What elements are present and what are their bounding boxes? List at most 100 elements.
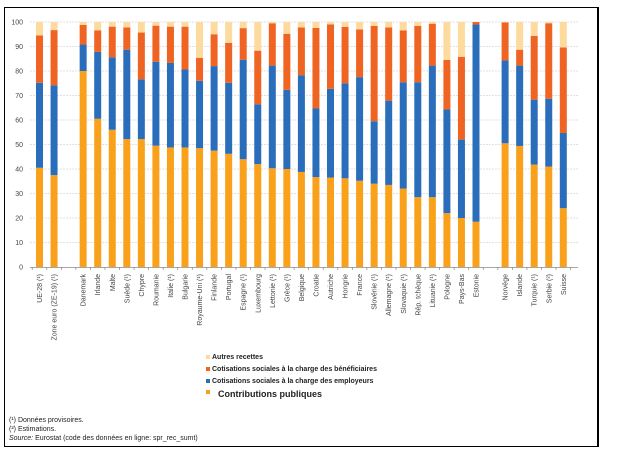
bar-segment bbox=[472, 22, 480, 25]
bar-segment bbox=[443, 213, 451, 267]
bar-segment bbox=[530, 99, 538, 165]
x-category-label: Espagne (¹) bbox=[241, 274, 248, 311]
x-category-label: Chypre bbox=[139, 274, 146, 297]
x-category-label: Allemagne (¹) bbox=[386, 274, 393, 316]
bar-segment bbox=[79, 24, 87, 45]
bar-segment bbox=[516, 65, 524, 146]
bar-segment bbox=[36, 167, 43, 267]
bar-segment bbox=[356, 29, 364, 78]
bar-segment bbox=[268, 65, 276, 169]
legend-item-autres-recettes: Autres recettes bbox=[206, 351, 377, 363]
bar-segment bbox=[297, 75, 305, 172]
bar-segment bbox=[225, 153, 233, 267]
y-tick-label: 60 bbox=[15, 118, 23, 125]
bar-segment bbox=[79, 71, 87, 267]
footnote-provisional: (¹) Données provisoires. bbox=[9, 417, 84, 424]
legend-label: Cotisations sociales à la charge des bén… bbox=[212, 365, 377, 373]
legend-item-cotisations-employeurs: Cotisations sociales à la charge des emp… bbox=[206, 375, 377, 387]
x-category-label: Malte bbox=[110, 274, 117, 291]
bar-segment bbox=[123, 27, 131, 50]
bar-segment bbox=[50, 85, 58, 176]
bar-segment bbox=[414, 82, 422, 198]
y-tick-label: 30 bbox=[15, 191, 23, 198]
y-tick-label: 0 bbox=[19, 265, 23, 272]
bar-segment bbox=[341, 178, 349, 267]
frame-top-border bbox=[4, 7, 599, 8]
bar-segment bbox=[94, 30, 102, 52]
x-category-label: Suède (¹) bbox=[124, 274, 131, 303]
source-label: Source: bbox=[9, 435, 34, 442]
legend-label: Cotisations sociales à la charge des emp… bbox=[212, 377, 374, 385]
bar-segment bbox=[36, 35, 43, 83]
bar-segment bbox=[414, 197, 422, 267]
bar-segment bbox=[94, 118, 102, 268]
bar-segment bbox=[152, 22, 160, 26]
x-category-label: Croatie bbox=[313, 274, 320, 297]
legend-swatch-cotisations-employeurs bbox=[206, 379, 210, 383]
bar-segment bbox=[559, 132, 567, 209]
x-category-label: Serbie (²) bbox=[546, 274, 553, 303]
x-category-label: Lettonie (¹) bbox=[270, 274, 277, 308]
bar-segment bbox=[370, 183, 378, 267]
bar-segment bbox=[94, 51, 102, 119]
x-category-label: Irlande bbox=[95, 274, 102, 296]
bar-segment bbox=[443, 109, 451, 214]
bar-segment bbox=[210, 150, 218, 267]
bar-segment bbox=[254, 164, 262, 267]
y-tick-label: 90 bbox=[15, 44, 23, 51]
x-category-label: Slovaquie (¹) bbox=[401, 274, 408, 314]
x-category-label: Lituanie (¹) bbox=[430, 274, 437, 307]
bar-segment bbox=[399, 22, 407, 31]
bar-segment bbox=[225, 22, 233, 43]
x-category-label: Luxembourg bbox=[255, 274, 262, 313]
bar-segment bbox=[559, 22, 567, 48]
bar-segment bbox=[327, 177, 334, 267]
bar-segment bbox=[239, 159, 247, 267]
bar-segment bbox=[137, 22, 145, 33]
bar-segment bbox=[254, 50, 262, 105]
bar-segment bbox=[79, 44, 87, 71]
bar-segment bbox=[36, 22, 43, 36]
bar-segment bbox=[530, 22, 538, 36]
bar-segment bbox=[268, 168, 276, 267]
footnote-estimates: (²) Estimations. bbox=[9, 426, 57, 433]
bar-segment bbox=[239, 22, 247, 29]
bar-segment bbox=[370, 22, 378, 26]
y-tick-label: 10 bbox=[15, 240, 23, 247]
bar-segment bbox=[457, 56, 465, 140]
x-category-label: Hongrie bbox=[343, 274, 350, 299]
bar-segment bbox=[254, 104, 262, 165]
legend-label: Autres recettes bbox=[212, 353, 263, 361]
bar-segment bbox=[239, 59, 247, 160]
legend: Autres recettes Cotisations sociales à l… bbox=[206, 351, 377, 401]
figure-frame bbox=[4, 7, 599, 447]
y-tick-label: 50 bbox=[15, 142, 23, 149]
x-category-label: Italie (¹) bbox=[168, 274, 175, 298]
bar-segment bbox=[297, 22, 305, 28]
bar-segment bbox=[370, 25, 378, 122]
bar-segment bbox=[327, 24, 334, 89]
bar-segment bbox=[152, 61, 160, 146]
bar-segment bbox=[268, 23, 276, 66]
y-tick-label: 40 bbox=[15, 167, 23, 174]
bar-segment bbox=[181, 147, 189, 267]
bar-segment bbox=[181, 26, 189, 70]
bar-segment bbox=[166, 26, 174, 63]
bar-segment bbox=[137, 32, 145, 80]
bar-segment bbox=[443, 22, 451, 60]
bar-segment bbox=[123, 139, 131, 267]
x-category-label: Turquie (¹) bbox=[532, 274, 539, 306]
y-tick-label: 70 bbox=[15, 93, 23, 100]
bar-segment bbox=[283, 89, 291, 169]
x-category-label: Belgique bbox=[299, 274, 306, 301]
bar-segment bbox=[283, 22, 291, 34]
bar-segment bbox=[108, 129, 116, 267]
bar-segment bbox=[108, 22, 116, 27]
bar-segment bbox=[341, 22, 349, 27]
y-tick-label: 20 bbox=[15, 216, 23, 223]
bar-segment bbox=[501, 143, 509, 267]
bar-segment bbox=[385, 27, 393, 101]
bar-segment bbox=[210, 34, 218, 67]
bar-segment bbox=[341, 26, 349, 84]
bar-segment bbox=[225, 82, 233, 154]
